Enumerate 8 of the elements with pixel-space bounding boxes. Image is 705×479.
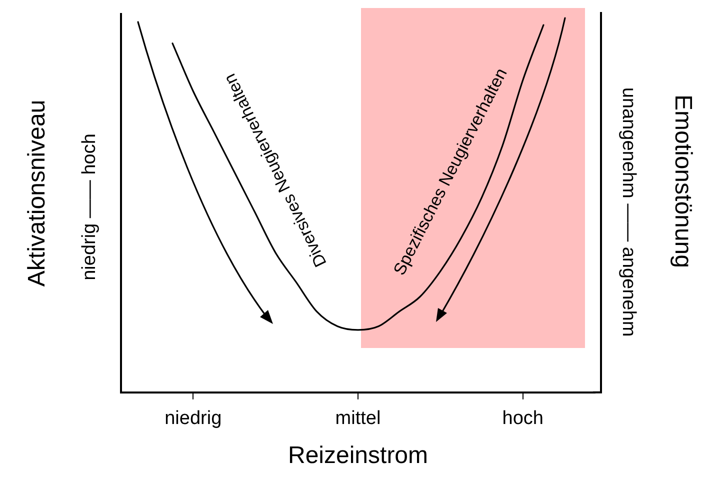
x-axis-title: Reizeinstrom [288,442,428,470]
x-tick-label: mittel [335,408,381,430]
y-axis-title: Aktivationsniveau [24,100,51,287]
y2-axis-title: Emotionstönung [669,94,696,268]
x-tick-label: hoch [502,408,544,430]
x-tick-label: niedrig [164,408,222,430]
text: niedrig —— hoch [79,134,100,280]
text: unangenehm —— angenehm [618,87,639,337]
